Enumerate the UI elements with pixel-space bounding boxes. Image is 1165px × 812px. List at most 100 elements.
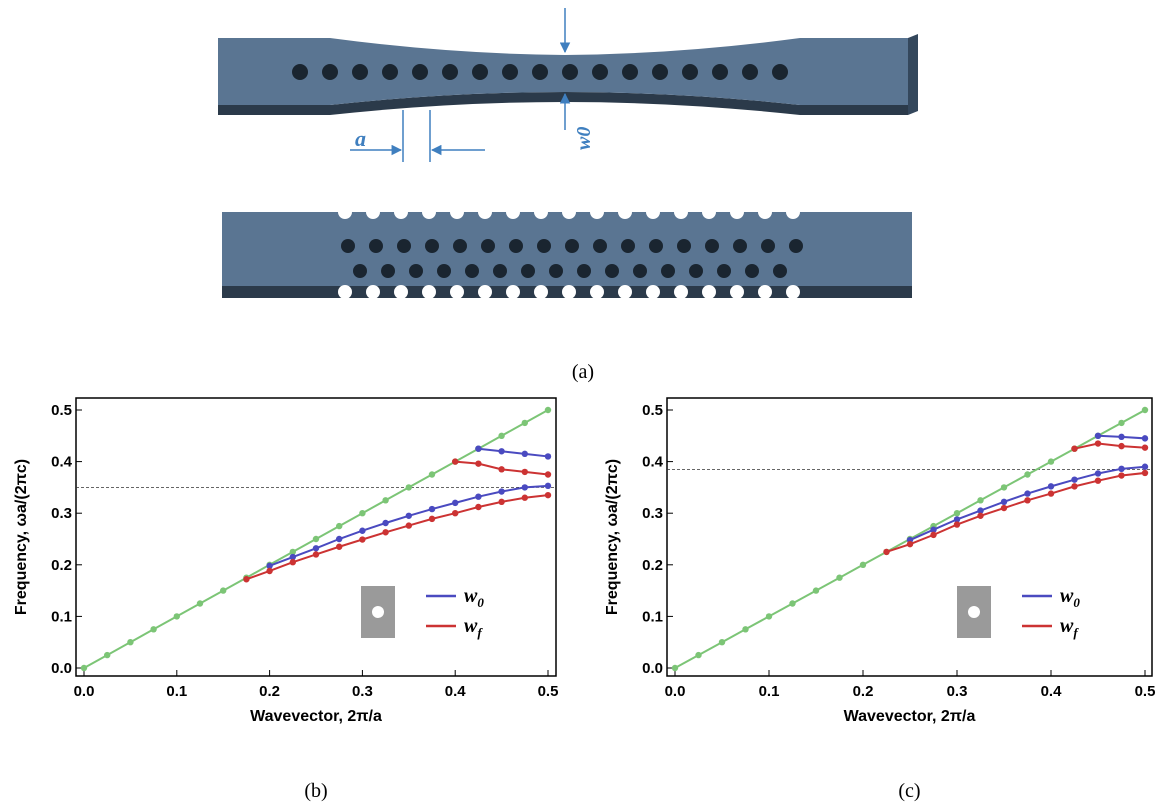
data-point (498, 433, 504, 439)
legend-label-main: w (1060, 585, 1074, 607)
data-point (452, 510, 458, 516)
y-tick-label: 0.0 (642, 660, 663, 677)
data-point (452, 500, 458, 506)
data-point (475, 504, 481, 510)
data-point (977, 497, 983, 503)
x-axis-label: Wavevector, 2π/a (250, 708, 382, 725)
data-point (266, 568, 272, 574)
data-point (429, 506, 435, 512)
data-point (1118, 472, 1124, 478)
data-point (313, 536, 319, 542)
data-point (545, 483, 551, 489)
data-point (522, 495, 528, 501)
data-point (789, 600, 795, 606)
data-point (498, 448, 504, 454)
data-point (1024, 471, 1030, 477)
beam-bottom (222, 205, 912, 299)
data-point (498, 499, 504, 505)
y-tick-label: 0.3 (51, 505, 72, 522)
data-point (1142, 435, 1148, 441)
data-point (406, 513, 412, 519)
data-point (1048, 483, 1054, 489)
data-point (522, 484, 528, 490)
data-point (954, 510, 960, 516)
x-tick-label: 0.0 (665, 683, 686, 700)
y-tick-label: 0.3 (642, 505, 663, 522)
x-tick-label: 0.0 (74, 683, 95, 700)
data-point (1118, 434, 1124, 440)
data-point (150, 626, 156, 632)
data-point (1118, 443, 1124, 449)
data-point (243, 576, 249, 582)
data-point (1118, 420, 1124, 426)
data-point (336, 523, 342, 529)
data-point (836, 575, 842, 581)
data-point (475, 493, 481, 499)
data-point (475, 446, 481, 452)
data-point (498, 488, 504, 494)
data-point (1142, 407, 1148, 413)
data-point (766, 613, 772, 619)
data-point (406, 522, 412, 528)
y-tick-label: 0.5 (51, 402, 72, 419)
data-point (813, 587, 819, 593)
x-tick-label: 0.4 (445, 683, 467, 700)
legend-label-sub: 0 (477, 595, 484, 610)
data-point (382, 520, 388, 526)
y-tick-label: 0.2 (51, 557, 72, 574)
legend-label: w0 (464, 585, 484, 610)
data-point (1048, 490, 1054, 496)
data-point (1071, 483, 1077, 489)
figure: a w0 (a) 0.00.10.20.30.40.50.00.10.20.30… (0, 0, 1165, 812)
data-point (672, 665, 678, 671)
data-point (545, 471, 551, 477)
y-axis-label: Frequency, ωa/(2πc) (604, 459, 621, 615)
x-tick-label: 0.1 (166, 683, 187, 700)
beam-top (218, 34, 918, 115)
data-point (1048, 458, 1054, 464)
legend-label-sub: f (1073, 625, 1079, 640)
data-point (1095, 433, 1101, 439)
data-point (907, 541, 913, 547)
data-point (1071, 446, 1077, 452)
data-point (1001, 484, 1007, 490)
data-point (382, 497, 388, 503)
caption: (b) (304, 780, 327, 802)
data-point (545, 453, 551, 459)
data-point (522, 420, 528, 426)
data-point (695, 652, 701, 658)
legend-label-main: w (1060, 615, 1074, 637)
legend-label: wf (1060, 615, 1079, 640)
data-point (359, 536, 365, 542)
charts: 0.00.10.20.30.40.50.00.10.20.30.40.5Wave… (13, 398, 1155, 802)
caption: (c) (898, 780, 920, 802)
data-point (522, 451, 528, 457)
legend-label: w0 (1060, 585, 1080, 610)
data-point (429, 471, 435, 477)
label-w0: w0 (573, 127, 595, 150)
legend-label-main: w (464, 585, 478, 607)
legend-label-sub: 0 (1073, 595, 1080, 610)
legend-label: wf (464, 615, 483, 640)
series-line (478, 449, 548, 457)
data-point (1024, 497, 1030, 503)
series-line (887, 473, 1146, 552)
data-point (290, 559, 296, 565)
data-point (930, 532, 936, 538)
data-point (522, 469, 528, 475)
x-tick-label: 0.5 (538, 683, 559, 700)
data-point (406, 484, 412, 490)
data-point (1024, 490, 1030, 496)
data-point (104, 652, 110, 658)
data-point (127, 639, 133, 645)
data-point (429, 516, 435, 522)
y-tick-label: 0.5 (642, 402, 663, 419)
x-tick-label: 0.4 (1041, 683, 1063, 700)
x-tick-label: 0.3 (947, 683, 968, 700)
data-point (197, 600, 203, 606)
y-tick-label: 0.4 (51, 454, 73, 471)
data-point (1095, 470, 1101, 476)
legend-icon-hole (968, 606, 980, 618)
data-point (1118, 466, 1124, 472)
x-tick-label: 0.3 (352, 683, 373, 700)
